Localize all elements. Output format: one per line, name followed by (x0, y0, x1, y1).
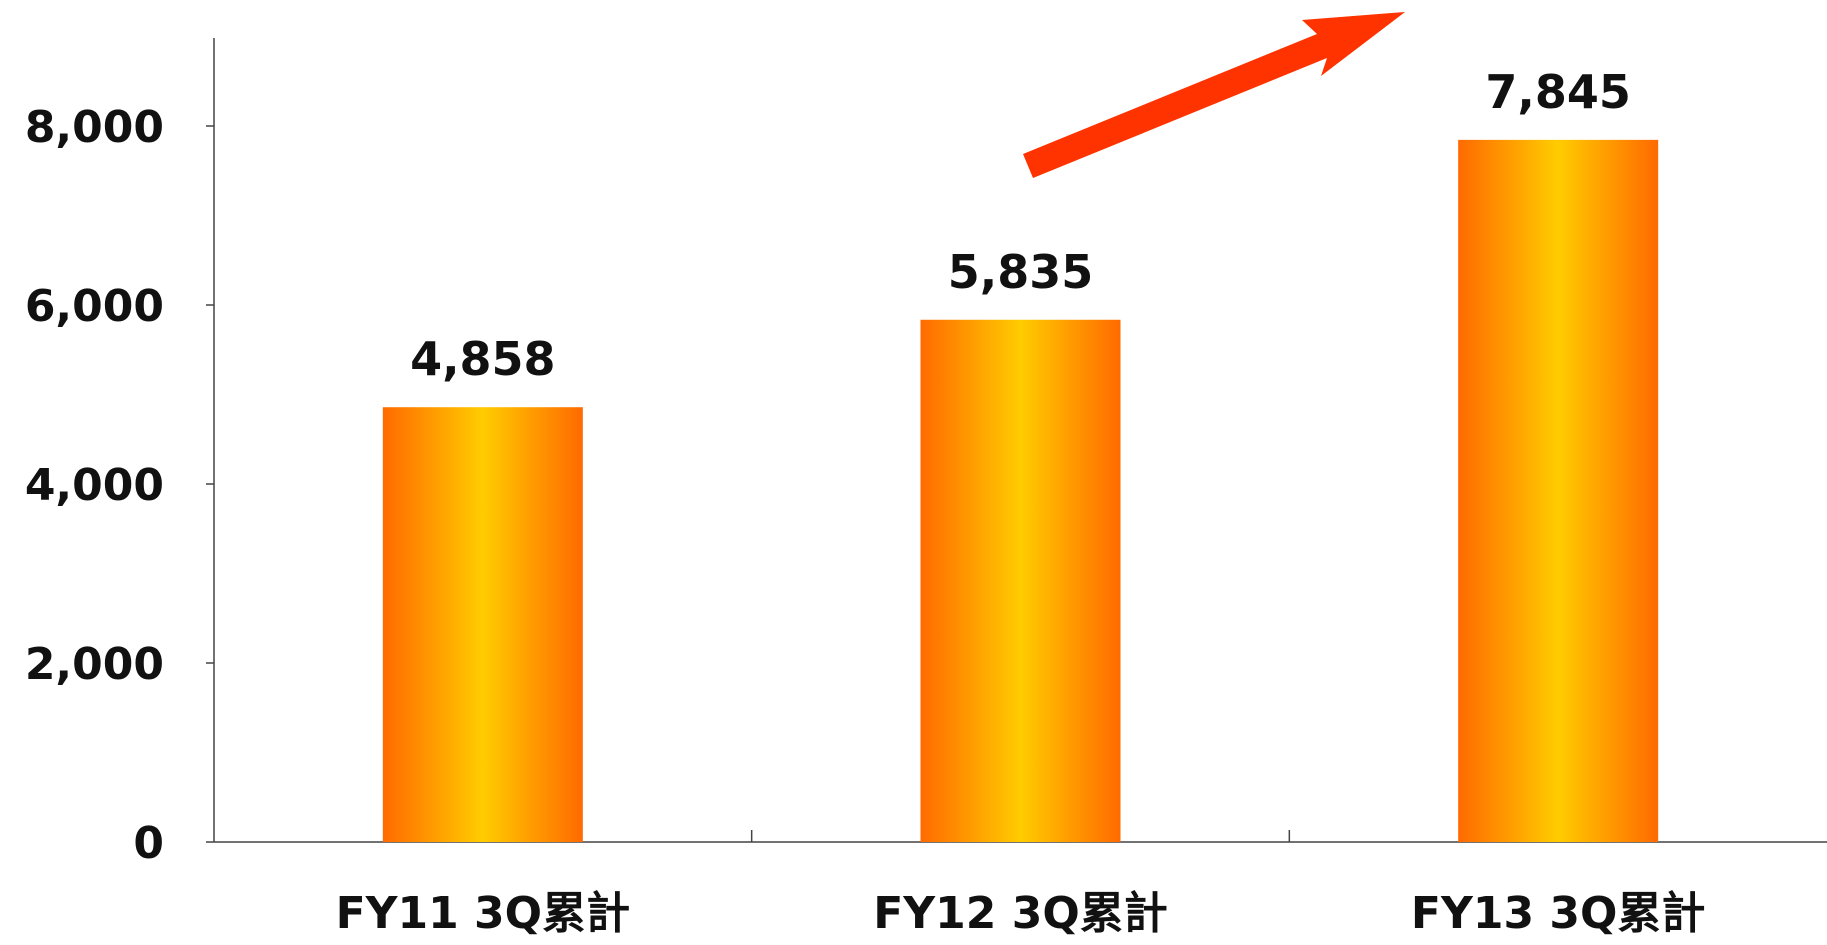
y-tick-label: 6,000 (25, 281, 164, 332)
x-tick-label: FY13 3Q累計 (1411, 888, 1706, 939)
labels: 0 2,000 4,000 6,000 8,000 4,858 FY11 3Q累計 5,835… (25, 65, 1706, 939)
data-label: 7,845 (1485, 65, 1631, 119)
annotations (1023, 12, 1405, 178)
y-tick-label: 0 (133, 818, 164, 869)
bar (920, 319, 1121, 843)
trend-arrow-icon (1023, 12, 1405, 178)
bar (1458, 139, 1659, 842)
x-tick-label: FY11 3Q累計 (336, 888, 631, 939)
y-tick-label: 4,000 (25, 460, 164, 511)
data-label: 5,835 (948, 245, 1094, 299)
bar (382, 407, 583, 842)
data-label: 4,858 (410, 332, 556, 386)
y-tick-label: 2,000 (25, 639, 164, 690)
y-tick-label: 8,000 (25, 102, 164, 153)
x-tick-label: FY12 3Q累計 (873, 888, 1168, 939)
bars (382, 139, 1659, 843)
